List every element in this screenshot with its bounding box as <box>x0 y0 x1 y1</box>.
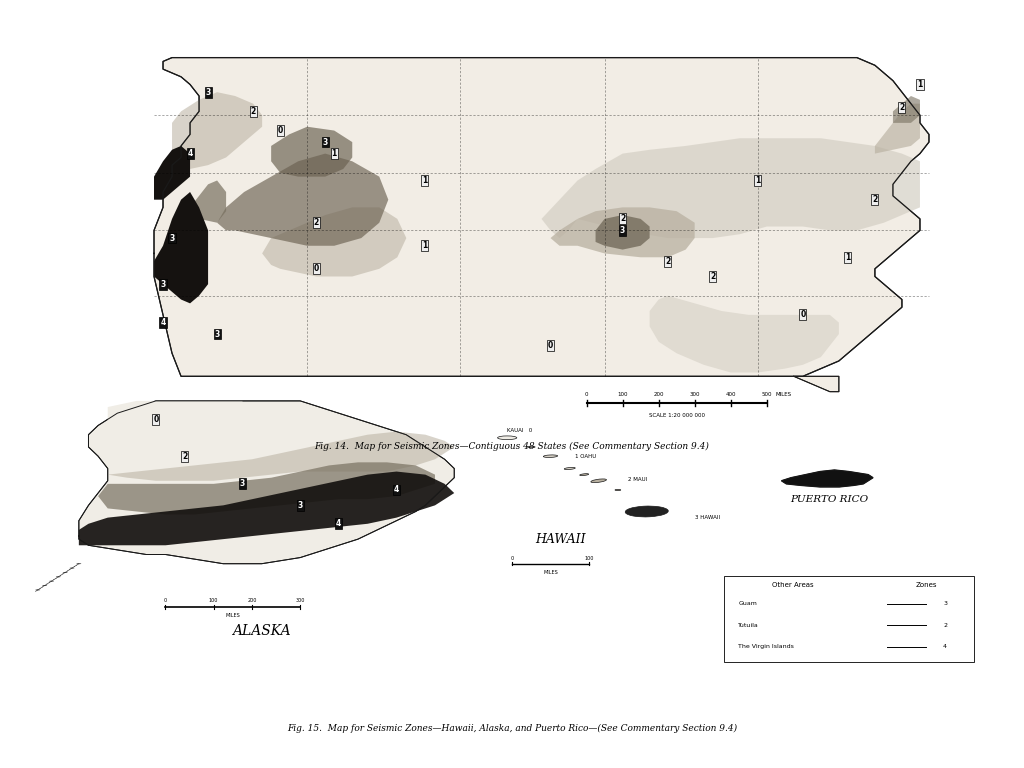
Text: 4: 4 <box>336 519 341 528</box>
Text: 0: 0 <box>800 310 806 319</box>
Ellipse shape <box>615 489 621 491</box>
Text: 100: 100 <box>617 392 628 398</box>
Text: 2: 2 <box>872 195 878 204</box>
Text: SCALE 1:20 000 000: SCALE 1:20 000 000 <box>648 413 705 418</box>
Text: Guam: Guam <box>738 601 757 606</box>
Text: Fig. 14.  Map for Seismic Zones—Contiguous 48 States (See Commentary Section 9.4: Fig. 14. Map for Seismic Zones—Contiguou… <box>314 442 710 451</box>
Text: 400: 400 <box>725 392 736 398</box>
Text: PUERTO RICO: PUERTO RICO <box>791 495 868 504</box>
Polygon shape <box>154 146 190 200</box>
Text: 3: 3 <box>323 137 328 147</box>
Polygon shape <box>154 192 208 303</box>
Ellipse shape <box>544 455 558 458</box>
Polygon shape <box>551 207 694 257</box>
Ellipse shape <box>36 590 40 591</box>
Text: 3: 3 <box>620 226 626 235</box>
Ellipse shape <box>580 474 589 475</box>
Ellipse shape <box>42 585 47 586</box>
Text: 2: 2 <box>710 272 716 281</box>
Polygon shape <box>271 127 352 177</box>
Text: 1: 1 <box>918 80 923 89</box>
Text: 3: 3 <box>214 329 220 339</box>
Text: 1: 1 <box>845 253 851 262</box>
Text: 1: 1 <box>422 241 427 250</box>
Text: 3: 3 <box>206 88 211 97</box>
Ellipse shape <box>62 572 68 573</box>
Text: 300: 300 <box>689 392 700 398</box>
Polygon shape <box>874 104 920 154</box>
Text: 3: 3 <box>169 233 175 243</box>
Text: 0: 0 <box>548 341 553 350</box>
Text: 2: 2 <box>313 218 318 227</box>
Text: 4: 4 <box>394 485 399 495</box>
Ellipse shape <box>591 479 606 482</box>
Text: 2: 2 <box>182 452 187 461</box>
Text: 4: 4 <box>943 644 947 649</box>
Text: 3: 3 <box>943 601 947 606</box>
Text: 1: 1 <box>422 176 427 185</box>
Text: KAUAI   0: KAUAI 0 <box>507 428 532 432</box>
Text: 300: 300 <box>296 598 305 603</box>
Ellipse shape <box>77 563 81 564</box>
Text: 2: 2 <box>620 214 626 223</box>
Polygon shape <box>190 180 226 223</box>
Text: HAWAII: HAWAII <box>535 533 586 545</box>
Ellipse shape <box>527 446 536 448</box>
Text: 1: 1 <box>332 149 337 158</box>
Polygon shape <box>781 470 872 487</box>
Text: The Virgin Islands: The Virgin Islands <box>738 644 794 649</box>
Ellipse shape <box>626 506 669 517</box>
Polygon shape <box>98 432 455 481</box>
Text: Zones: Zones <box>915 582 937 588</box>
Text: 0: 0 <box>313 264 318 273</box>
Text: 0: 0 <box>164 598 167 603</box>
Text: 2: 2 <box>899 103 904 112</box>
Text: ALASKA: ALASKA <box>232 624 291 638</box>
Text: 4: 4 <box>187 149 193 158</box>
Text: Fig. 15.  Map for Seismic Zones—Hawaii, Alaska, and Puerto Rico—(See Commentary : Fig. 15. Map for Seismic Zones—Hawaii, A… <box>287 723 737 733</box>
Polygon shape <box>596 215 649 250</box>
Text: Other Areas: Other Areas <box>772 582 813 588</box>
Ellipse shape <box>498 436 517 439</box>
Text: 0: 0 <box>510 555 514 561</box>
Text: 2: 2 <box>943 623 947 627</box>
Text: 200: 200 <box>653 392 664 398</box>
Polygon shape <box>79 472 455 545</box>
Text: 1 OAHU: 1 OAHU <box>574 454 596 458</box>
Polygon shape <box>794 376 839 392</box>
Text: 500: 500 <box>762 392 772 398</box>
Polygon shape <box>542 138 920 238</box>
Polygon shape <box>98 462 435 515</box>
Text: 200: 200 <box>248 598 257 603</box>
Ellipse shape <box>56 576 60 578</box>
Text: 0: 0 <box>154 415 159 424</box>
Text: MILES: MILES <box>225 613 241 618</box>
Text: 0: 0 <box>278 126 283 135</box>
Polygon shape <box>108 401 243 441</box>
Text: 2 MAUI: 2 MAUI <box>628 477 647 482</box>
Text: 3 HAWAII: 3 HAWAII <box>695 515 720 520</box>
Text: MILES: MILES <box>543 570 558 575</box>
Text: 3: 3 <box>240 479 245 488</box>
FancyBboxPatch shape <box>724 576 974 662</box>
Text: 1: 1 <box>755 176 761 185</box>
Text: 100: 100 <box>585 555 594 561</box>
Ellipse shape <box>564 468 575 469</box>
Text: Tutuila: Tutuila <box>738 623 759 627</box>
Polygon shape <box>893 96 920 123</box>
Polygon shape <box>262 207 407 276</box>
Polygon shape <box>649 296 839 372</box>
Text: 2: 2 <box>665 257 671 266</box>
Polygon shape <box>154 58 929 376</box>
Polygon shape <box>217 154 388 246</box>
Text: 4: 4 <box>161 318 166 327</box>
Text: MILES: MILES <box>776 392 792 398</box>
Text: 100: 100 <box>209 598 218 603</box>
Polygon shape <box>172 92 262 169</box>
Text: 3: 3 <box>161 280 166 289</box>
Polygon shape <box>79 401 455 564</box>
Text: 0: 0 <box>585 392 589 398</box>
Text: 2: 2 <box>251 107 256 116</box>
Text: 3: 3 <box>298 501 303 510</box>
